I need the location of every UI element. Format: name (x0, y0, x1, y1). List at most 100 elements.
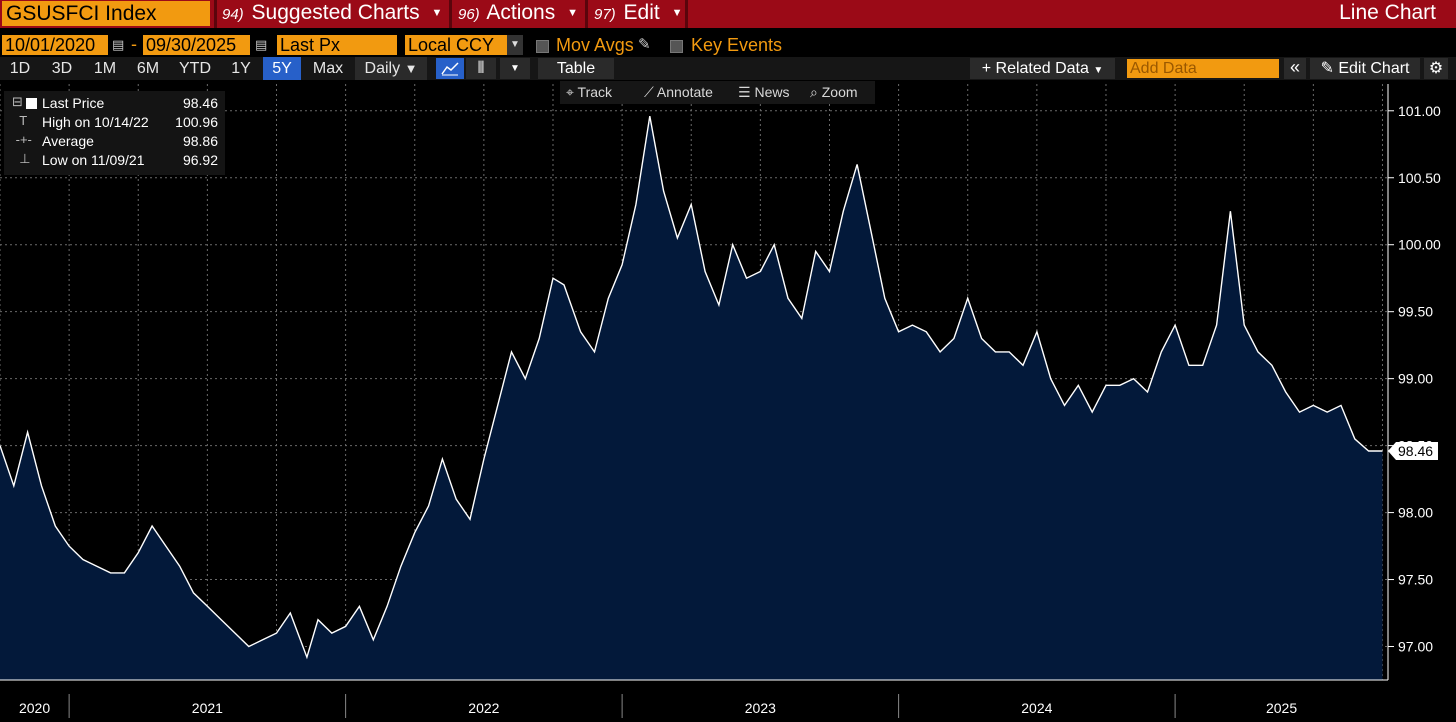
legend-low: ⊥ Low on 11/09/21 96.92 (4, 151, 225, 170)
legend-label: High on 10/14/22 (42, 114, 149, 130)
legend-value: 98.46 (182, 95, 218, 111)
track-label: Track (577, 84, 613, 100)
magnifier-icon: ⌕ (810, 84, 822, 100)
legend-value: 100.96 (175, 114, 218, 130)
suggested-charts-menu[interactable]: 94) Suggested Charts ▼ (222, 0, 442, 28)
x-tick-label: 2021 (192, 700, 223, 716)
series-color-swatch (26, 98, 37, 109)
menu-separator (214, 0, 217, 28)
y-tick-label: 97.00 (1398, 639, 1433, 655)
news-tool[interactable]: ☰ News (738, 81, 789, 104)
menu-separator (585, 0, 588, 28)
chart-legend: ⊟ Last Price 98.46 T High on 10/14/22 10… (4, 91, 225, 175)
menu-number: 94) (222, 6, 244, 23)
menu-number: 97) (594, 6, 616, 23)
news-label: News (754, 84, 790, 100)
chart-type-title: Line Chart (1339, 1, 1436, 24)
chart-tool-bar: ⌖ Track ⟋ Annotate ☰ News ⌕ Zoom (560, 81, 875, 104)
collapse-icon[interactable]: « (1284, 58, 1306, 79)
date-separator: - (131, 34, 137, 54)
legend-average: -+- Average 98.86 (4, 132, 225, 151)
period-1y[interactable]: 1Y (231, 60, 251, 77)
add-data-input[interactable]: Add Data (1127, 59, 1279, 78)
period-max[interactable]: Max (312, 60, 344, 77)
frequency-label: Daily (364, 60, 401, 77)
line-chart-icon[interactable] (436, 58, 464, 79)
edit-chart-button[interactable]: ✎ Edit Chart (1310, 58, 1420, 79)
menu-label: Suggested Charts (251, 1, 420, 24)
caret-down-icon: ▼ (671, 7, 683, 20)
legend-last-price[interactable]: ⊟ Last Price 98.46 (4, 94, 225, 113)
zoom-label: Zoom (821, 84, 858, 100)
key-events-checkbox[interactable] (670, 40, 683, 53)
table-button[interactable]: Table (538, 58, 614, 79)
mov-avgs-checkbox[interactable] (536, 40, 549, 53)
caret-down-icon: ▼ (567, 7, 578, 20)
edit-menu[interactable]: 97) Edit ▼ (594, 0, 682, 28)
period-3d[interactable]: 3D (51, 60, 73, 77)
gear-icon[interactable]: ⚙ (1424, 58, 1448, 79)
x-tick-label: 2020 (19, 700, 50, 716)
date-range-row: 10/01/2020 ▤ - 09/30/2025 ▤ Last Px Loca… (0, 32, 1456, 56)
crosshair-icon: ⌖ (566, 84, 578, 100)
average-marker-icon: -+- (12, 132, 32, 147)
related-data-label: + Related Data (981, 60, 1089, 77)
chevron-down-icon[interactable]: ▼ (500, 58, 530, 79)
legend-label: Last Price (42, 95, 105, 111)
menu-label: Edit (623, 1, 660, 24)
annotate-tool[interactable]: ⟋ Annotate (644, 81, 713, 104)
bar-chart-icon[interactable]: ⫴ (466, 58, 496, 79)
collapse-icon: ⊟ (12, 94, 23, 109)
period-toolbar: 1D 3D 1M 6M YTD 1Y 5Y Max Daily ▼ ⫴ ▼ Ta… (0, 57, 1456, 80)
zoom-tool[interactable]: ⌕ Zoom (810, 81, 858, 104)
high-marker-icon: T (12, 113, 28, 128)
y-tick-label: 100.50 (1398, 170, 1441, 186)
price-line (0, 115, 1383, 660)
end-date-input[interactable]: 09/30/2025 (143, 35, 250, 55)
frequency-select[interactable]: Daily ▼ (355, 57, 427, 80)
y-tick-label: 97.50 (1398, 572, 1433, 588)
menu-separator (685, 0, 688, 28)
x-tick-label: 2024 (1021, 700, 1052, 716)
y-tick-label: 101.00 (1398, 103, 1441, 119)
track-tool[interactable]: ⌖ Track (566, 81, 612, 104)
period-6m[interactable]: 6M (136, 60, 160, 77)
currency-select[interactable]: Local CCY (405, 35, 507, 55)
legend-value: 96.92 (182, 152, 218, 168)
key-events-label: Key Events (691, 35, 783, 55)
start-date-input[interactable]: 10/01/2020 (2, 35, 108, 55)
price-area (0, 116, 1383, 681)
chevron-down-icon[interactable]: ▼ (507, 35, 523, 55)
menu-number: 96) (458, 6, 480, 23)
last-price-value: 98.46 (1398, 443, 1433, 459)
y-tick-label: 99.00 (1398, 371, 1433, 387)
period-ytd[interactable]: YTD (179, 60, 211, 77)
ticker-field[interactable]: GSUSFCI Index (2, 1, 210, 26)
title-bar: GSUSFCI Index 94) Suggested Charts ▼ 96)… (0, 0, 1456, 28)
period-1m[interactable]: 1M (93, 60, 117, 77)
calendar-icon[interactable]: ▤ (112, 37, 125, 52)
period-5y[interactable]: 5Y (263, 57, 301, 80)
calendar-icon[interactable]: ▤ (255, 37, 268, 52)
annotate-label: Annotate (656, 84, 713, 100)
last-price-label: 98.46 (1388, 441, 1438, 460)
caret-down-icon: ▼ (431, 7, 443, 20)
field-select[interactable]: Last Px (277, 35, 397, 55)
legend-label: Low on 11/09/21 (42, 152, 145, 168)
menu-label: Actions (486, 1, 556, 24)
y-tick-label: 99.50 (1398, 304, 1433, 320)
x-tick-label: 2025 (1266, 700, 1297, 716)
x-tick-label: 2023 (745, 700, 776, 716)
period-1d[interactable]: 1D (9, 60, 31, 77)
x-tick-label: 2022 (468, 700, 499, 716)
x-axis: 2020 2021 2022 2023 2024 2025 (0, 679, 1388, 718)
y-tick-label: 98.00 (1398, 505, 1433, 521)
legend-label: Average (42, 133, 94, 149)
annotate-icon: ⟋ (644, 84, 657, 100)
actions-menu[interactable]: 96) Actions ▼ (458, 0, 578, 28)
pencil-icon[interactable]: ✎ (638, 36, 651, 53)
menu-separator (449, 0, 452, 28)
related-data-button[interactable]: + Related Data ▼ (970, 58, 1115, 79)
edit-chart-label: Edit Chart (1338, 60, 1410, 77)
